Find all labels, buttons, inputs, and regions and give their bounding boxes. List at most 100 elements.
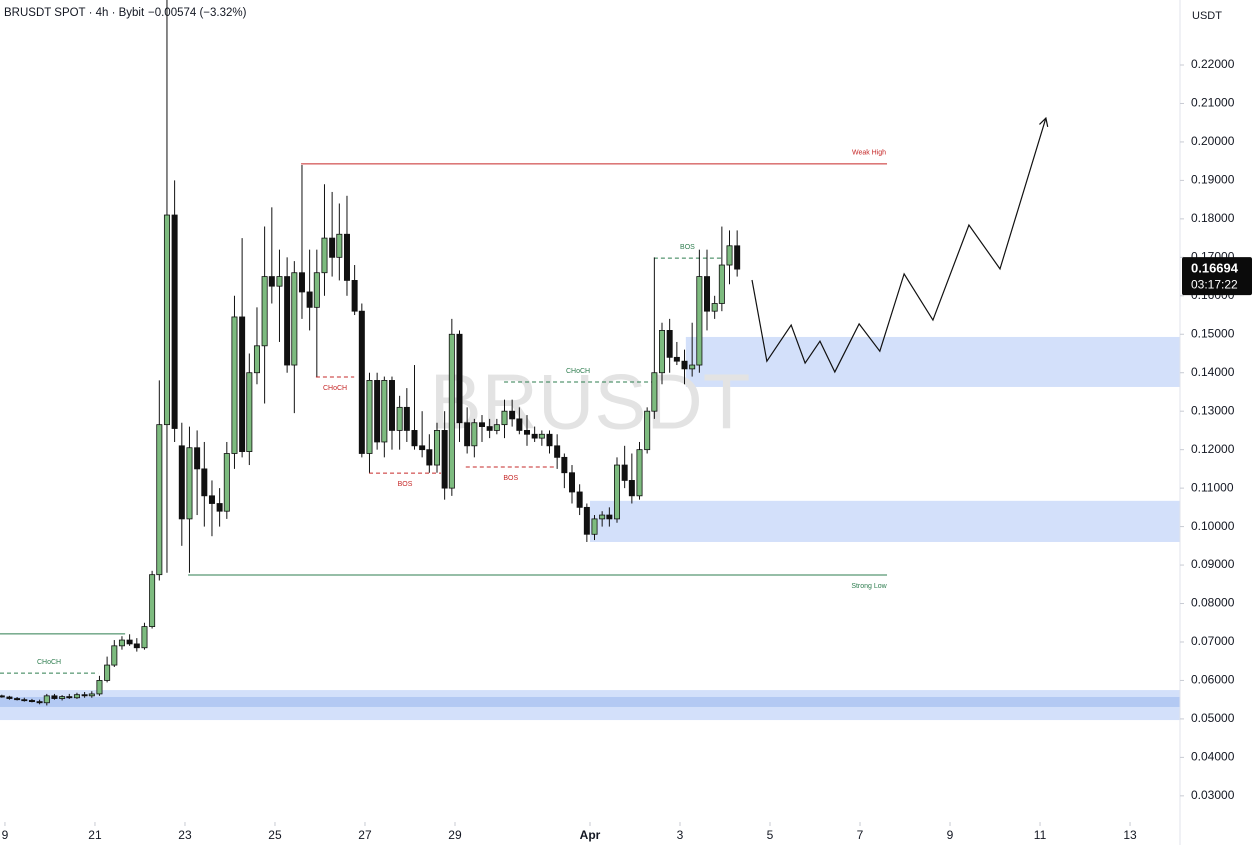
level-label: BOS <box>503 475 518 482</box>
y-tick-label: 0.06000 <box>1191 673 1235 687</box>
candle-body <box>358 310 365 454</box>
candle-body <box>396 406 403 431</box>
candle-body <box>28 700 35 703</box>
candle-body <box>381 380 388 443</box>
candle-body <box>599 514 606 520</box>
candle-body <box>464 422 471 447</box>
candle-body <box>118 639 125 647</box>
candle-body <box>21 699 28 702</box>
candle-body <box>726 245 733 266</box>
candle-body <box>186 447 193 520</box>
y-tick-label: 0.18000 <box>1191 211 1235 225</box>
candle-body <box>216 503 223 512</box>
y-tick-label: 0.11000 <box>1191 480 1234 494</box>
x-tick-label: 7 <box>857 828 864 842</box>
candle-body <box>133 643 140 649</box>
candle-body <box>546 433 553 447</box>
candle-body <box>163 214 170 426</box>
candle-body <box>568 472 575 493</box>
candle-body <box>456 333 463 424</box>
x-tick-label: 13 <box>1123 828 1137 842</box>
candle-body <box>194 447 201 470</box>
last-price-label: 0.16694 <box>1191 261 1239 276</box>
chart-title: BRUSDT SPOT · 4h · Bybit <box>4 7 145 19</box>
candle-body <box>291 272 298 366</box>
candle-body <box>531 433 538 439</box>
candle-body <box>644 410 651 451</box>
candle-body <box>351 280 358 312</box>
candle-body <box>621 464 628 481</box>
zone <box>590 500 1180 542</box>
candle-body <box>501 410 508 426</box>
level-label: Weak High <box>852 150 886 157</box>
candle-body <box>441 430 448 489</box>
candle-body <box>66 696 73 699</box>
zone <box>0 696 1180 707</box>
candle-body <box>88 693 95 697</box>
candle-body <box>659 330 666 374</box>
x-tick-label: 23 <box>178 828 192 842</box>
candle-body <box>284 276 291 366</box>
candle-body <box>538 433 545 439</box>
y-tick-label: 0.10000 <box>1191 519 1235 533</box>
candle-body <box>306 291 313 308</box>
candle-body <box>104 664 111 681</box>
y-tick-label: 0.03000 <box>1191 788 1235 802</box>
candle-body <box>321 237 328 274</box>
y-tick-label: 0.09000 <box>1191 557 1235 571</box>
candle-body <box>313 272 320 308</box>
x-tick-label: 25 <box>268 828 282 842</box>
candle-body <box>636 449 643 497</box>
zones <box>0 336 1180 721</box>
candle-body <box>486 426 493 431</box>
candle-body <box>276 276 283 287</box>
y-tick-label: 0.15000 <box>1191 326 1235 340</box>
level-label: CHoCH <box>323 385 347 392</box>
candle-body <box>419 445 426 451</box>
candle-body <box>374 380 381 443</box>
candle-body <box>253 345 260 374</box>
y-tick-label: 0.07000 <box>1191 634 1235 648</box>
candle-body <box>516 418 523 431</box>
candle-body <box>239 316 246 452</box>
last-price-box <box>1182 257 1252 296</box>
candle-body <box>681 360 688 370</box>
candle-body <box>666 330 673 358</box>
candle-body <box>171 214 178 429</box>
level-label: BOS <box>680 244 695 251</box>
candle-body <box>561 456 568 474</box>
candle-body <box>246 372 253 452</box>
y-tick-label: 0.19000 <box>1191 173 1235 187</box>
candle-body <box>411 430 418 447</box>
candle-body <box>696 276 703 366</box>
candle-body <box>298 272 305 293</box>
candle-body <box>614 464 621 520</box>
candle-body <box>126 639 133 645</box>
candle-body <box>704 276 711 312</box>
level-label: Strong Low <box>851 583 887 590</box>
candle-body <box>6 696 13 699</box>
y-tick-label: 0.05000 <box>1191 711 1235 725</box>
y-tick-label: 0.22000 <box>1191 57 1235 71</box>
candle-body <box>223 453 230 512</box>
candle-body <box>14 698 21 701</box>
candle-body <box>73 694 80 699</box>
candle-body <box>201 468 208 497</box>
candle-body <box>426 449 433 466</box>
zone <box>685 336 1180 387</box>
candle-body <box>493 424 500 431</box>
x-tick-label: 11 <box>1034 828 1047 842</box>
countdown-label: 03:17:22 <box>1191 277 1238 291</box>
candle-body <box>59 696 66 699</box>
projection-path <box>751 117 1047 374</box>
price-change: −0.00574 (−3.32%) <box>148 7 247 19</box>
candle-body <box>689 364 696 370</box>
candle-body <box>336 233 343 258</box>
candle-body <box>178 445 185 520</box>
y-tick-label: 0.21000 <box>1191 96 1235 110</box>
projection-arrowhead <box>1039 116 1049 128</box>
candle-body <box>343 233 350 281</box>
candle-body <box>141 626 148 649</box>
candle-body <box>583 506 590 535</box>
